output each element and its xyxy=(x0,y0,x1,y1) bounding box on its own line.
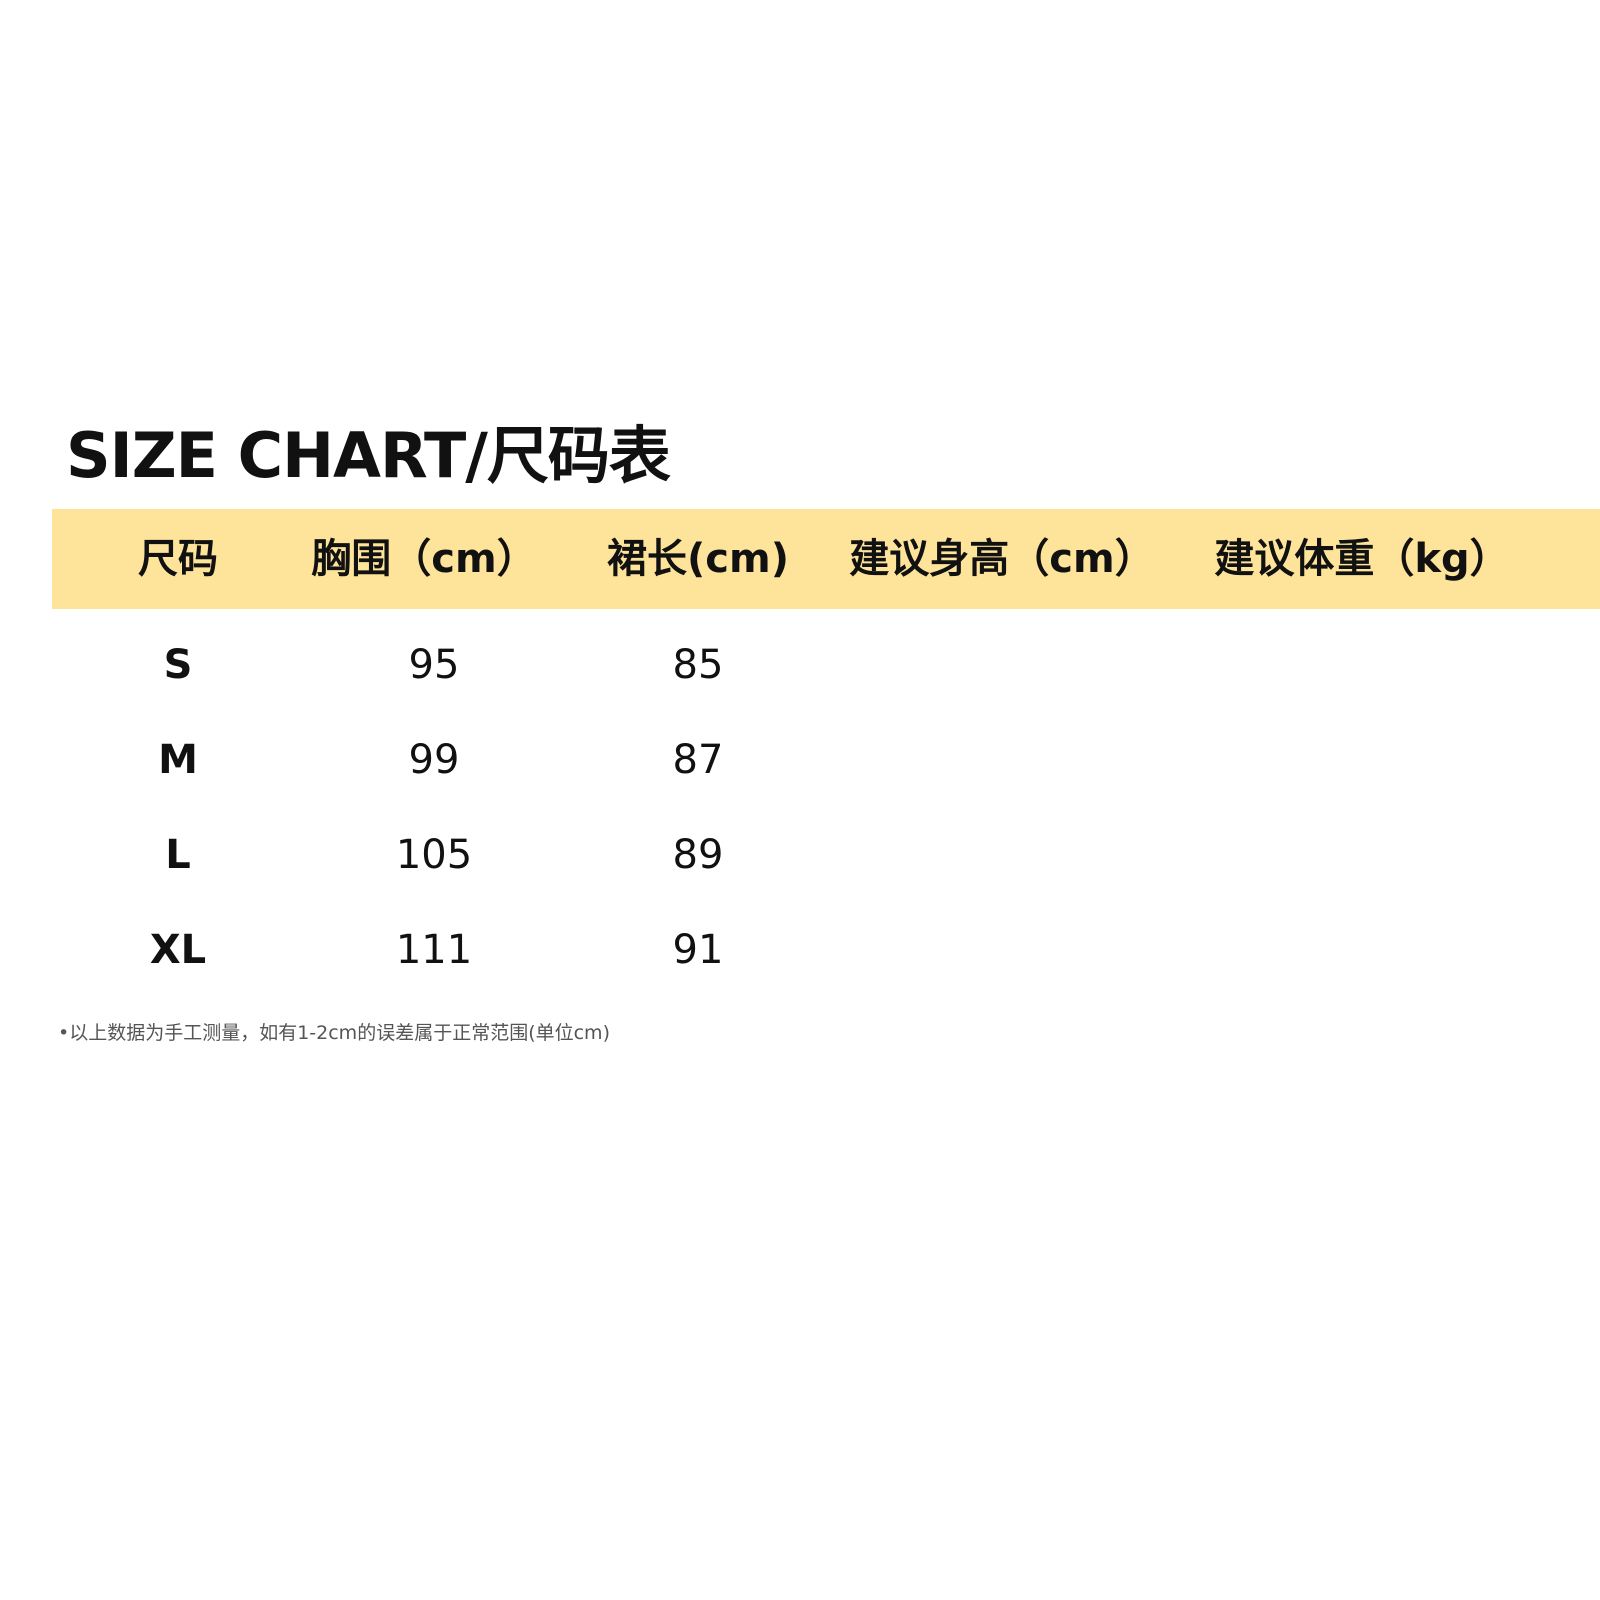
table-row: L 105 89 xyxy=(0,810,1600,900)
cell-chest: 105 xyxy=(395,832,473,878)
cell-length: 89 xyxy=(672,832,724,878)
cell-length: 87 xyxy=(672,737,724,783)
footnote: •以上数据为手工测量，如有1-2cm的误差属于正常范围(单位cm) xyxy=(58,1022,610,1044)
cell-size: XL xyxy=(149,927,207,973)
header-length: 裙长(cm) xyxy=(607,536,789,582)
cell-size: L xyxy=(165,832,191,878)
cell-chest: 99 xyxy=(408,737,460,783)
header-size: 尺码 xyxy=(138,536,218,582)
cell-chest: 95 xyxy=(408,642,460,688)
header-height: 建议身高（cm） xyxy=(849,536,1155,582)
cell-length: 85 xyxy=(672,642,724,688)
table-header: 尺码 胸围（cm） 裙长(cm) 建议身高（cm） 建议体重（kg） xyxy=(52,509,1600,609)
cell-chest: 111 xyxy=(395,927,473,973)
cell-size: S xyxy=(163,642,193,688)
header-chest: 胸围（cm） xyxy=(311,536,537,582)
page-title: SIZE CHART/尺码表 xyxy=(66,419,671,492)
table-row: M 99 87 xyxy=(0,715,1600,805)
cell-size: M xyxy=(158,737,198,783)
table-row: XL 111 91 xyxy=(0,905,1600,995)
table-row: S 95 85 xyxy=(0,620,1600,710)
cell-length: 91 xyxy=(672,927,724,973)
header-weight: 建议体重（kg） xyxy=(1214,536,1510,582)
